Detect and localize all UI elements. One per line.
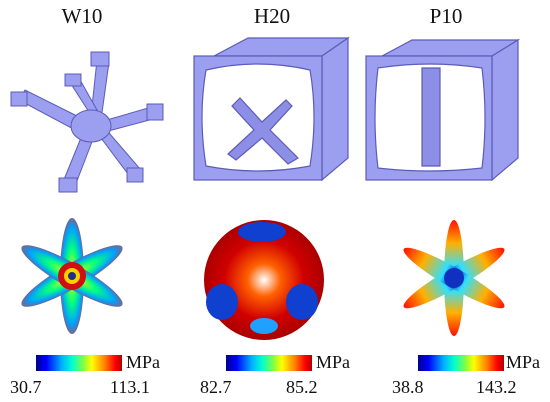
h20-stress-surface — [204, 220, 324, 340]
p10-lattice-figure — [365, 38, 521, 182]
w10-stress-surface — [21, 218, 123, 334]
p10-max: 143.2 — [476, 377, 517, 397]
title-h20: H20 — [253, 4, 291, 28]
h20-max: 85.2 — [286, 377, 318, 397]
h20-unit: MPa — [316, 352, 351, 372]
title-p10: P10 — [429, 4, 463, 28]
w10-colorbar — [36, 355, 122, 371]
h20-colorbar — [226, 355, 312, 371]
h20-min: 82.7 — [200, 377, 232, 397]
p10-unit: MPa — [506, 352, 541, 372]
p10-colorbar — [418, 355, 504, 371]
p10-min: 38.8 — [392, 377, 424, 397]
h20-lattice-figure — [193, 36, 350, 182]
w10-min: 30.7 — [10, 377, 42, 397]
title-w10: W10 — [61, 4, 103, 28]
w10-max: 113.1 — [110, 377, 150, 397]
w10-unit: MPa — [126, 352, 161, 372]
w10-lattice-figure — [10, 51, 164, 193]
p10-stress-surface — [403, 220, 505, 336]
